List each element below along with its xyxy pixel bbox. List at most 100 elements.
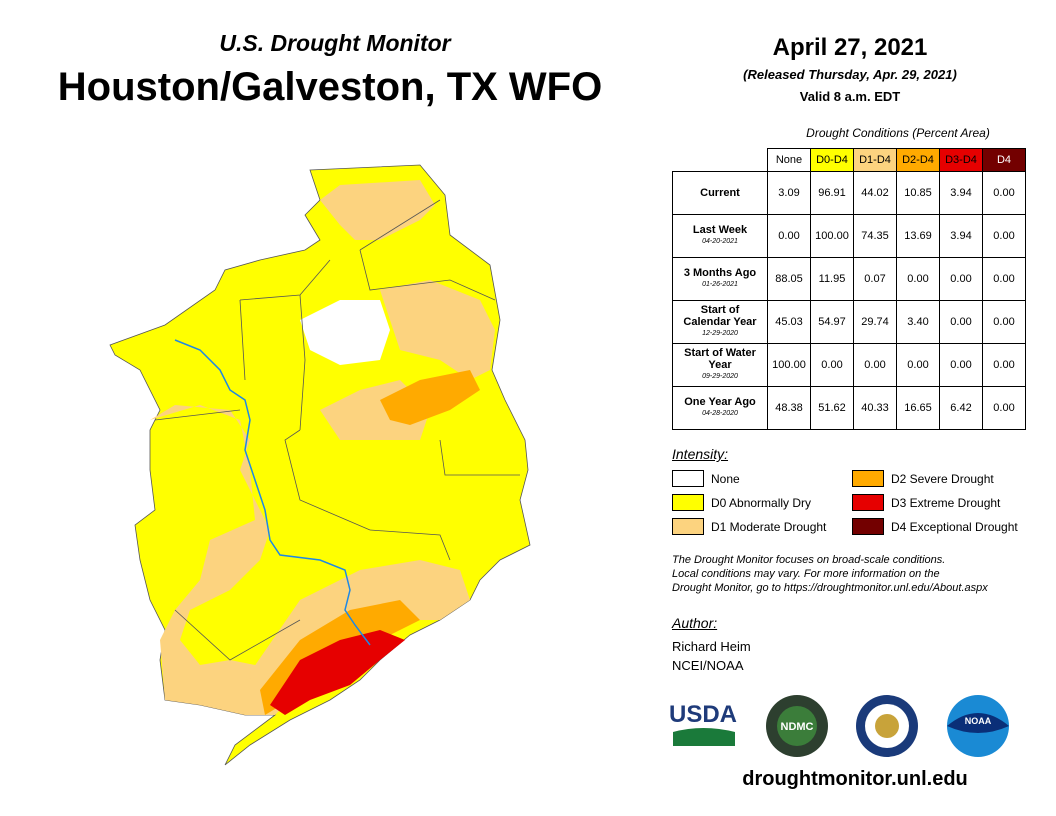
author: Richard Heim NCEI/NOAA	[672, 637, 751, 675]
cell: 74.35	[853, 214, 897, 258]
row-label: 3 Months Ago 01-26-2021	[672, 257, 768, 301]
author-line: NCEI/NOAA	[672, 658, 744, 673]
column-header: D4	[982, 148, 1026, 172]
cell: 16.65	[896, 386, 940, 430]
column-header: D1-D4	[853, 148, 897, 172]
legend-label: D0 Abnormally Dry	[711, 495, 812, 510]
author-heading: Author:	[672, 615, 718, 631]
cell: 3.94	[939, 214, 983, 258]
cell: 0.00	[982, 343, 1026, 387]
county-lines	[154, 199, 520, 661]
row: 3 Months Ago 01-26-2021 88.05 11.95 0.07 0.00…	[672, 257, 1026, 301]
released: (Released Thursday, Apr. 29, 2021)	[743, 67, 957, 82]
row-name: Start of Water Year	[684, 347, 756, 371]
cell: 13.69	[896, 214, 940, 258]
ndmc-text: NDMC	[781, 721, 814, 733]
legend-item: D2 Severe Drought	[852, 470, 994, 487]
row-name: Last Week	[692, 224, 748, 236]
cell: 44.02	[853, 171, 897, 215]
subtitle: Houston/Galveston, TX WFO	[57, 65, 603, 109]
row-date: 12-29-2020	[702, 330, 738, 337]
none-area	[300, 300, 390, 365]
cell: 100.00	[810, 214, 854, 258]
legend-item: D1 Moderate Drought	[672, 518, 826, 535]
column-header: None	[767, 148, 811, 172]
cell: 96.91	[810, 171, 854, 215]
row-name: One Year Ago	[684, 396, 756, 408]
cell: 45.03	[767, 300, 811, 344]
commerce-eagle	[875, 714, 899, 738]
row-label: One Year Ago 04-28-2020	[672, 386, 768, 430]
row-label: Start of Calendar Year 12-29-2020	[672, 300, 768, 344]
legend-item: None	[672, 470, 740, 487]
row-date: 04-28-2020	[702, 410, 738, 417]
legend-swatch	[852, 494, 884, 511]
row-date: 04-20-2021	[702, 238, 738, 245]
logos: USDA NDMC NOAA	[669, 695, 1009, 757]
url: droughtmonitor.unl.edu	[742, 768, 968, 790]
cell: 54.97	[810, 300, 854, 344]
column-header: D2-D4	[896, 148, 940, 172]
d1-area	[150, 405, 300, 715]
row-label: Start of Water Year 09-29-2020	[672, 343, 768, 387]
cell: 0.00	[939, 257, 983, 301]
cell: 3.40	[896, 300, 940, 344]
d1-area	[320, 180, 435, 240]
cell: 3.94	[939, 171, 983, 215]
legend-swatch	[672, 518, 704, 535]
legend-label: D1 Moderate Drought	[711, 519, 827, 534]
date: April 27, 2021	[772, 34, 928, 61]
cell: 3.09	[767, 171, 811, 215]
legend-label: D3 Extreme Drought	[891, 495, 1001, 510]
cell: 11.95	[810, 257, 854, 301]
legend-swatch	[672, 494, 704, 511]
cell: 0.00	[810, 343, 854, 387]
cell: 6.42	[939, 386, 983, 430]
row: Start of Calendar Year 12-29-2020 45.03 54.…	[672, 300, 1026, 344]
ndmc-inner	[777, 706, 817, 746]
noaa-text: NOAA	[965, 716, 992, 726]
valid: Valid 8 a.m. EDT	[799, 89, 901, 104]
cell: 88.05	[767, 257, 811, 301]
legend-label: None	[711, 471, 740, 486]
cell: 0.00	[982, 171, 1026, 215]
note-line: Drought Monitor, go to https://droughtmo…	[672, 582, 988, 594]
row-label: Last Week 04-20-2021	[672, 214, 768, 258]
cell: 0.00	[939, 300, 983, 344]
row: One Year Ago 04-28-2020 48.38 51.62 40.33 16.…	[672, 386, 1026, 430]
cell: 0.00	[896, 257, 940, 301]
usda-logo: USDA	[669, 701, 737, 728]
row-label: Current	[672, 171, 768, 215]
noaa-bird	[947, 713, 1009, 733]
row-date: 01-26-2021	[702, 281, 738, 288]
legend-item: D4 Exceptional Drought	[852, 518, 1018, 535]
legend-label: D2 Severe Drought	[891, 471, 994, 486]
legend-swatch	[672, 470, 704, 487]
d3-area	[270, 630, 405, 715]
corner	[673, 149, 768, 172]
conditions-table: None D0-D4 D1-D4 D2-D4 D3-D4 D4 Current 3.09 96.…	[672, 148, 1026, 430]
column-header: D0-D4	[810, 148, 854, 172]
note-line: Local conditions may vary. For more info…	[672, 568, 940, 580]
cell: 0.00	[982, 257, 1026, 301]
row-name: Current	[700, 187, 740, 199]
legend-item: D3 Extreme Drought	[852, 494, 1000, 511]
row: Start of Water Year 09-29-2020 100.00 0.00 0…	[672, 343, 1026, 387]
legend-swatch	[852, 518, 884, 535]
cell: 51.62	[810, 386, 854, 430]
row-date: 09-29-2020	[702, 373, 738, 380]
cell: 0.00	[853, 343, 897, 387]
cell: 100.00	[767, 343, 811, 387]
cell: 0.00	[982, 300, 1026, 344]
legend-item: D0 Abnormally Dry	[672, 494, 811, 511]
cell: 0.00	[767, 214, 811, 258]
cell: 40.33	[853, 386, 897, 430]
legend-title: Intensity:	[672, 446, 729, 462]
cell: 0.07	[853, 257, 897, 301]
cell: 0.00	[939, 343, 983, 387]
row-name: Start of Calendar Year	[683, 304, 757, 328]
cell: 29.74	[853, 300, 897, 344]
row: Current 3.09 96.91 44.02 10.85 3.94 0.00	[672, 171, 1026, 215]
table-caption: Drought Conditions (Percent Area)	[806, 126, 990, 140]
